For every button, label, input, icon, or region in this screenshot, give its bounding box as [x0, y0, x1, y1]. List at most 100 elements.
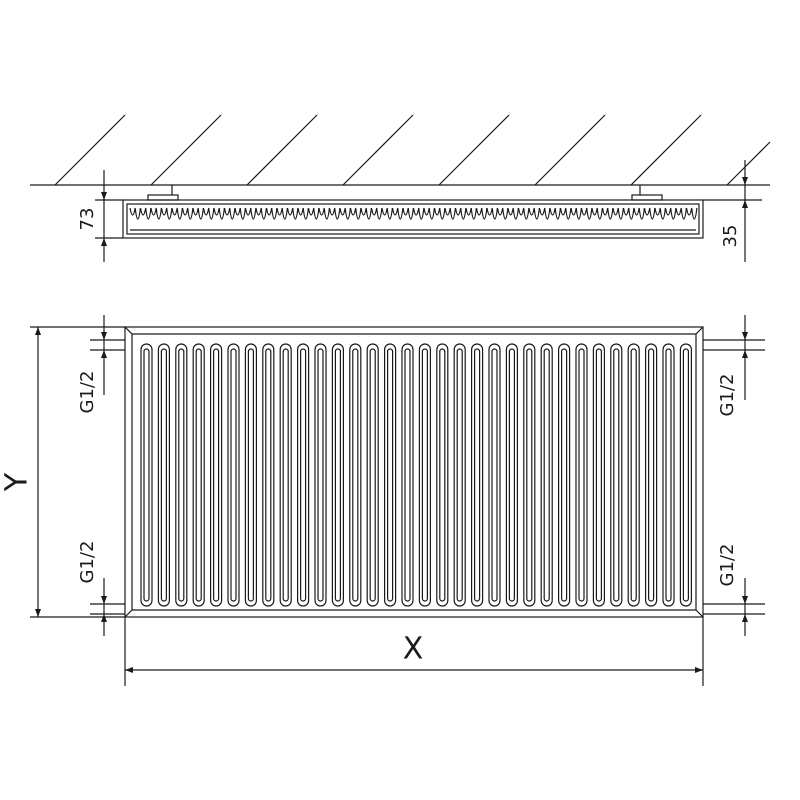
bracket: [147, 194, 179, 201]
fin-section: [213, 207, 225, 220]
fin-inner: [421, 348, 428, 602]
fin: [610, 343, 623, 607]
hatch: [150, 114, 222, 186]
fin: [366, 343, 379, 607]
fin-inner: [195, 348, 202, 602]
fin-section: [307, 207, 320, 220]
fin-section: [181, 207, 194, 220]
fin-section: [360, 207, 372, 220]
fin-inner: [247, 348, 254, 602]
arrowhead: [742, 177, 748, 185]
arrowhead: [101, 238, 107, 246]
fin: [627, 343, 640, 607]
fin-section: [244, 207, 257, 220]
fin-section: [454, 207, 467, 220]
fin-section: [328, 207, 341, 220]
fin-inner: [439, 348, 446, 602]
fin-section: [202, 207, 215, 220]
connection-label: G1/2: [77, 371, 98, 414]
fin: [540, 343, 553, 607]
fin-section: [192, 207, 204, 220]
fin-inner: [647, 348, 655, 602]
fin: [262, 343, 275, 607]
fin: [140, 343, 153, 607]
fin-inner: [474, 348, 481, 602]
fin-inner: [630, 348, 637, 602]
fin-inner: [143, 348, 150, 602]
fin-section: [276, 207, 288, 220]
fin: [244, 343, 257, 607]
fin-section: [528, 207, 540, 220]
arrowhead: [101, 332, 107, 340]
arrowhead: [742, 596, 748, 604]
fin-inner: [369, 348, 376, 602]
hatch: [342, 114, 414, 186]
fin: [157, 343, 170, 607]
fin: [175, 343, 188, 607]
fin-section: [318, 207, 330, 220]
fin: [679, 343, 693, 607]
fin-inner: [682, 348, 690, 602]
fin: [488, 343, 501, 607]
fin-inner: [595, 348, 603, 602]
fin-inner: [526, 348, 533, 602]
hatch: [630, 114, 702, 186]
fin-section: [171, 207, 183, 220]
arrowhead: [742, 614, 748, 622]
fin: [384, 343, 397, 607]
hatch: [438, 114, 510, 186]
hatch: [246, 114, 318, 186]
fin-section: [297, 207, 309, 220]
fin-section: [402, 207, 414, 220]
fin-section: [391, 207, 404, 220]
fin-section: [139, 207, 152, 220]
fin: [523, 343, 536, 607]
fin-section: [559, 207, 572, 220]
fin: [436, 343, 449, 607]
fin: [662, 343, 675, 607]
hatch: [534, 114, 606, 186]
fin-inner: [560, 348, 568, 602]
fin-section: [129, 207, 141, 220]
fin-inner: [578, 348, 585, 602]
arrowhead: [742, 200, 748, 208]
fin-inner: [508, 348, 515, 602]
hatch: [726, 141, 771, 186]
fin-section: [538, 207, 551, 220]
fin-section: [465, 207, 477, 220]
fin-inner: [613, 348, 620, 602]
fin-section: [675, 207, 687, 220]
offset-label: 35: [720, 225, 741, 248]
fin-section: [255, 207, 267, 220]
height-label: Y: [0, 472, 35, 492]
fin-section: [486, 207, 498, 220]
bracket: [631, 194, 663, 201]
fin-section: [339, 207, 351, 220]
fin-section: [654, 207, 666, 220]
fin-section: [444, 207, 456, 220]
fin-inner: [387, 348, 394, 602]
fin-section: [507, 207, 519, 220]
drawing-lines: [30, 114, 771, 686]
fin: [644, 343, 658, 607]
fin-section: [433, 207, 446, 220]
fin-section: [423, 207, 435, 220]
fin: [297, 343, 310, 607]
connection-label: G1/2: [77, 541, 98, 584]
connection-label: G1/2: [717, 544, 738, 587]
fin: [453, 343, 466, 607]
fin-inner: [665, 348, 672, 602]
fin-section: [570, 207, 582, 220]
fin-inner: [543, 348, 550, 602]
arrowhead: [742, 350, 748, 358]
arrowhead: [101, 614, 107, 622]
fin-section: [601, 207, 614, 220]
radiator-top-inner: [126, 203, 700, 235]
fin-inner: [491, 348, 498, 602]
fin-inner: [160, 348, 167, 602]
fin: [331, 343, 344, 607]
fin-section: [612, 207, 624, 220]
arrowhead: [695, 667, 703, 673]
fin-section: [517, 207, 530, 220]
